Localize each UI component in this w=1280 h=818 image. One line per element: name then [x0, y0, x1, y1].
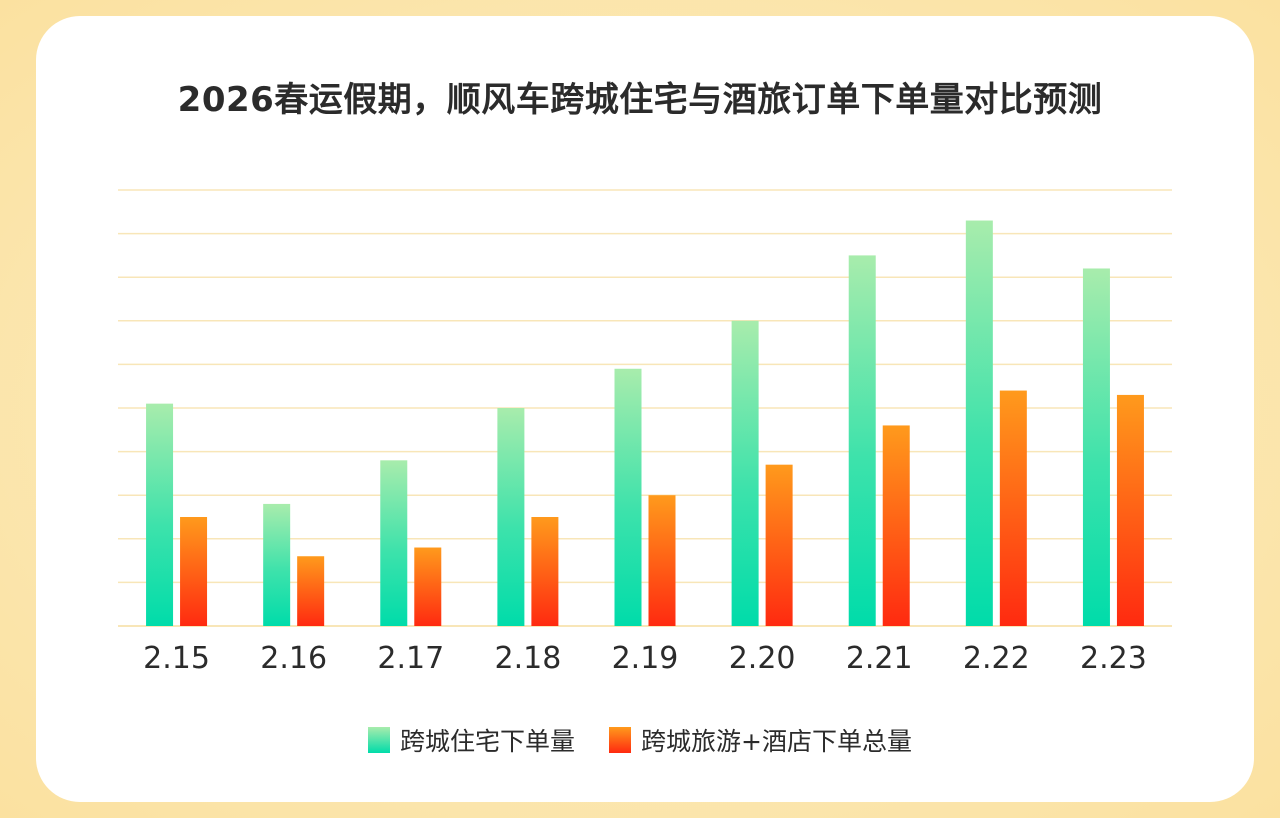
bar-series2-2.16: [297, 556, 325, 626]
x-tick-label: 2.22: [963, 641, 1030, 676]
bar-series2-2.17: [414, 547, 442, 626]
x-tick-label: 2.18: [494, 641, 561, 676]
bar-series2-2.20: [765, 464, 793, 626]
bar-series1-2.20: [731, 320, 759, 626]
bar-series2-2.19: [648, 495, 676, 626]
x-tick-label: 2.17: [377, 641, 444, 676]
bar-series2-2.22: [999, 390, 1027, 626]
legend-item-series1: 跨城住宅下单量: [368, 722, 575, 758]
bar-series2-2.23: [1116, 394, 1144, 626]
bar-series1-2.15: [146, 403, 174, 626]
bar-series2-2.18: [531, 517, 559, 626]
bar-series2-2.21: [882, 425, 910, 626]
x-tick-label: 2.16: [260, 641, 327, 676]
legend-swatch-series1: [368, 727, 391, 753]
x-tick-label: 2.20: [729, 641, 796, 676]
x-tick-label: 2.19: [612, 641, 679, 676]
bar-series1-2.21: [848, 255, 876, 626]
bar-series1-2.23: [1082, 268, 1110, 626]
x-axis-labels: 2.15 2.16 2.17 2.18 2.19 2.20 2.21 2.22 2.23: [143, 641, 1147, 676]
x-tick-label: 2.15: [143, 641, 210, 676]
bar-series1-2.16: [263, 503, 291, 626]
bar-series2-2.15: [180, 517, 208, 626]
x-tick-label: 2.23: [1080, 641, 1147, 676]
legend-item-series2: 跨城旅游+酒店下单总量: [609, 722, 912, 758]
bar-series1-2.17: [380, 460, 408, 626]
bars: [146, 220, 1144, 626]
bar-series1-2.22: [965, 220, 993, 626]
legend-swatch-series2: [609, 727, 632, 753]
bar-series1-2.18: [497, 408, 525, 626]
legend-label-series2: 跨城旅游+酒店下单总量: [641, 727, 912, 756]
bar-series1-2.19: [614, 368, 642, 626]
legend-label-series1: 跨城住宅下单量: [400, 727, 576, 756]
grid-lines: [118, 189, 1172, 627]
legend: 跨城住宅下单量 跨城旅游+酒店下单总量: [0, 722, 1280, 758]
chart-card: [36, 16, 1254, 802]
x-tick-label: 2.21: [846, 641, 913, 676]
chart-title: 2026春运假期，顺风车跨城住宅与酒旅订单下单量对比预测: [177, 80, 1103, 120]
